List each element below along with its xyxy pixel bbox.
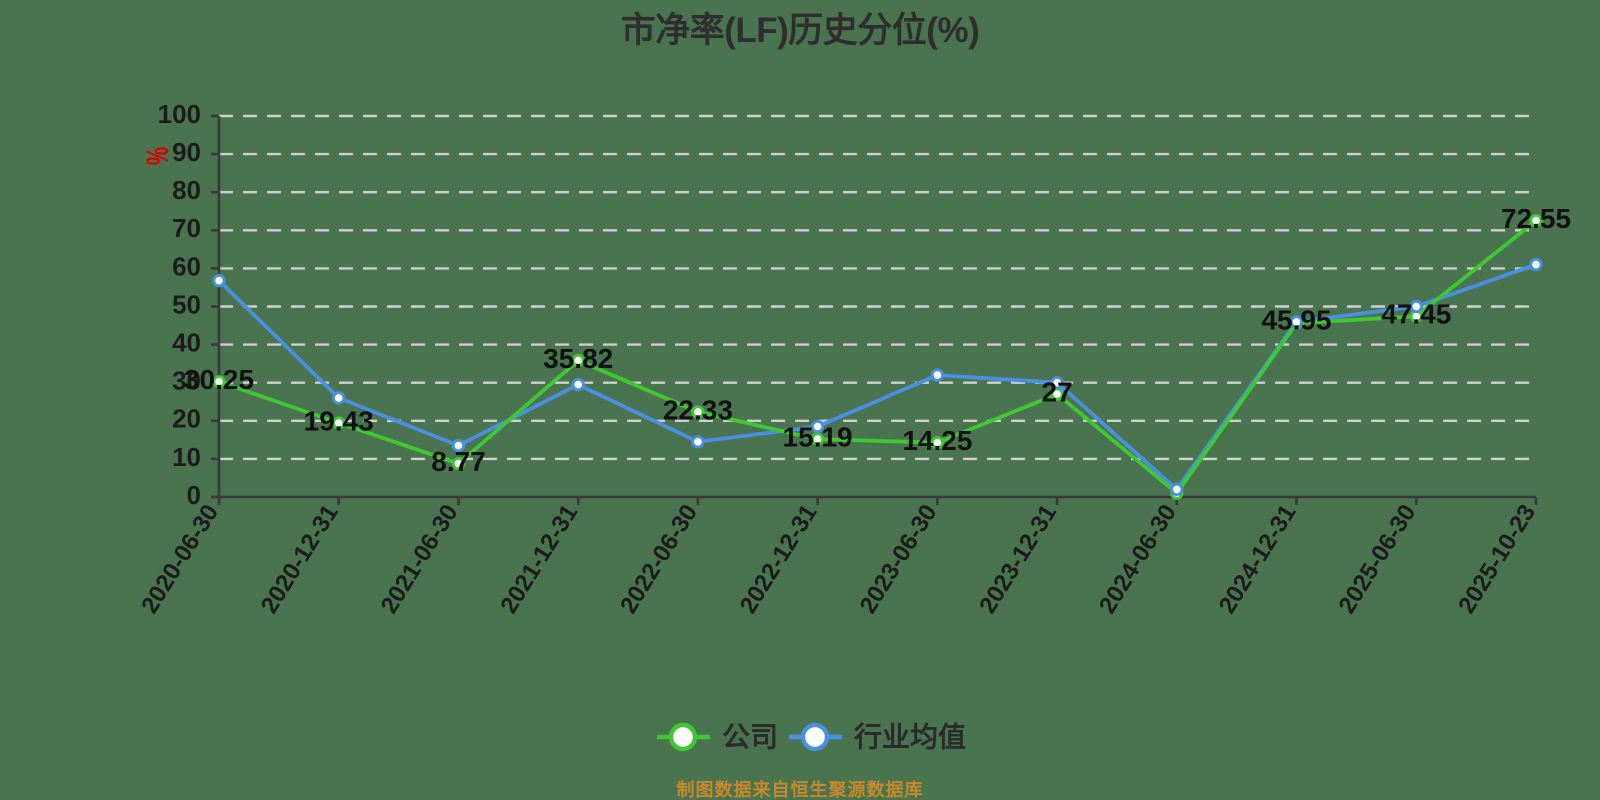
- svg-text:行业均值: 行业均值: [853, 720, 966, 752]
- svg-text:公司: 公司: [722, 721, 778, 752]
